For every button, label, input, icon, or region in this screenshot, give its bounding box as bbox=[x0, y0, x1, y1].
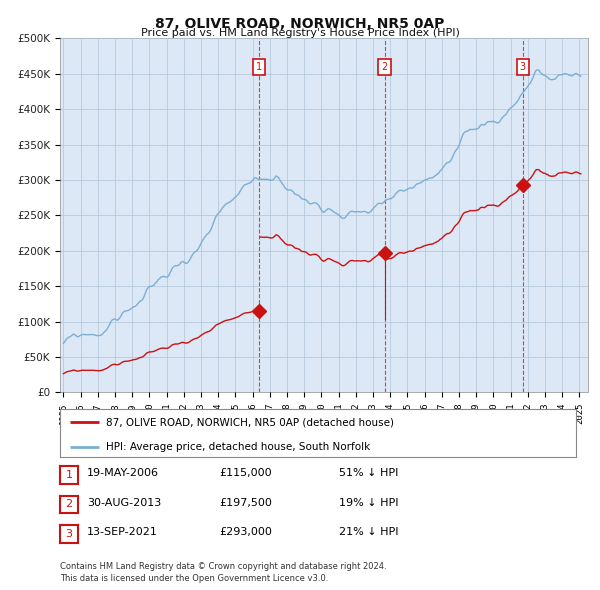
Text: 1: 1 bbox=[256, 62, 262, 71]
Text: 2: 2 bbox=[382, 62, 388, 71]
Text: Contains HM Land Registry data © Crown copyright and database right 2024.: Contains HM Land Registry data © Crown c… bbox=[60, 562, 386, 571]
Text: 19-MAY-2006: 19-MAY-2006 bbox=[87, 468, 159, 478]
Text: 3: 3 bbox=[520, 62, 526, 71]
Text: Price paid vs. HM Land Registry's House Price Index (HPI): Price paid vs. HM Land Registry's House … bbox=[140, 28, 460, 38]
Text: 30-AUG-2013: 30-AUG-2013 bbox=[87, 498, 161, 507]
Text: 87, OLIVE ROAD, NORWICH, NR5 0AP: 87, OLIVE ROAD, NORWICH, NR5 0AP bbox=[155, 17, 445, 31]
Text: £197,500: £197,500 bbox=[219, 498, 272, 507]
Text: 51% ↓ HPI: 51% ↓ HPI bbox=[339, 468, 398, 478]
Text: 21% ↓ HPI: 21% ↓ HPI bbox=[339, 527, 398, 537]
Text: 3: 3 bbox=[65, 529, 73, 539]
Text: HPI: Average price, detached house, South Norfolk: HPI: Average price, detached house, Sout… bbox=[106, 441, 371, 451]
Text: £115,000: £115,000 bbox=[219, 468, 272, 478]
Text: 13-SEP-2021: 13-SEP-2021 bbox=[87, 527, 158, 537]
Text: This data is licensed under the Open Government Licence v3.0.: This data is licensed under the Open Gov… bbox=[60, 573, 328, 583]
Text: £293,000: £293,000 bbox=[219, 527, 272, 537]
Text: 1: 1 bbox=[65, 470, 73, 480]
Text: 2: 2 bbox=[65, 500, 73, 509]
Text: 19% ↓ HPI: 19% ↓ HPI bbox=[339, 498, 398, 507]
Text: 87, OLIVE ROAD, NORWICH, NR5 0AP (detached house): 87, OLIVE ROAD, NORWICH, NR5 0AP (detach… bbox=[106, 417, 394, 427]
